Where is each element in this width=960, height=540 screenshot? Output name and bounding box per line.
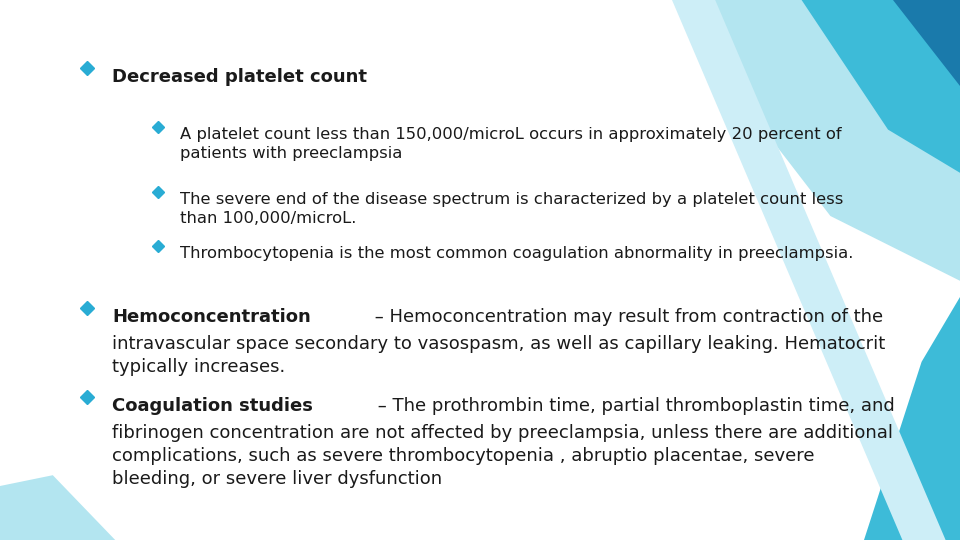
Text: intravascular space secondary to vasospasm, as well as capillary leaking. Hemato: intravascular space secondary to vasospa… — [112, 335, 885, 376]
Text: fibrinogen concentration are not affected by preeclampsia, unless there are addi: fibrinogen concentration are not affecte… — [112, 424, 894, 488]
Polygon shape — [672, 0, 946, 540]
Polygon shape — [701, 0, 960, 281]
Polygon shape — [864, 297, 960, 540]
Polygon shape — [0, 475, 115, 540]
Text: A platelet count less than 150,000/microL occurs in approximately 20 percent of
: A platelet count less than 150,000/micro… — [180, 127, 841, 161]
Text: – The prothrombin time, partial thromboplastin time, and: – The prothrombin time, partial thrombop… — [372, 397, 895, 415]
Text: The severe end of the disease spectrum is characterized by a platelet count less: The severe end of the disease spectrum i… — [180, 192, 843, 226]
Text: Coagulation studies: Coagulation studies — [112, 397, 313, 415]
Text: – Hemoconcentration may result from contraction of the: – Hemoconcentration may result from cont… — [369, 308, 883, 326]
Text: Decreased platelet count: Decreased platelet count — [112, 68, 368, 85]
Polygon shape — [893, 0, 960, 86]
Text: Thrombocytopenia is the most common coagulation abnormality in preeclampsia.: Thrombocytopenia is the most common coag… — [180, 246, 852, 261]
Text: Hemoconcentration: Hemoconcentration — [112, 308, 311, 326]
Polygon shape — [802, 0, 960, 173]
